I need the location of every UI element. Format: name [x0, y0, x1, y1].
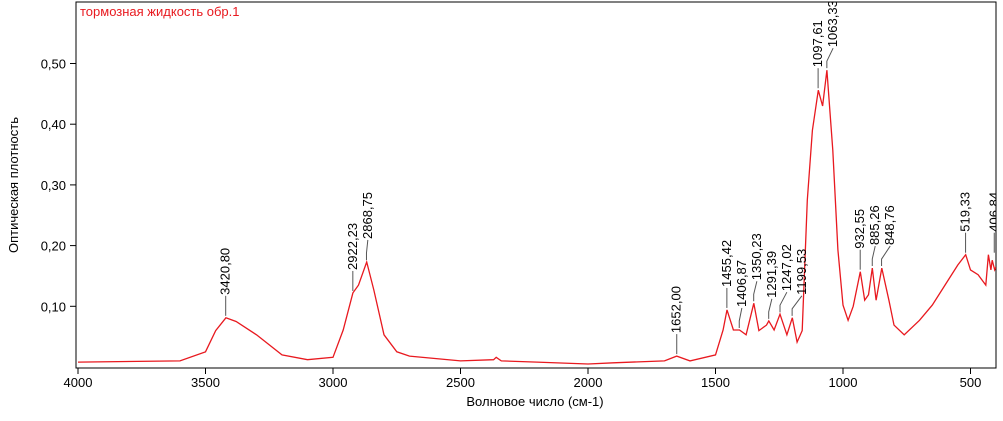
peak-marker	[779, 291, 788, 313]
y-axis-label: Оптическая плотность	[6, 117, 21, 253]
plot-frame	[75, 1, 997, 369]
x-tick-label: 2000	[574, 375, 603, 390]
peak-marker	[871, 245, 876, 267]
peak-label: 2922,23	[345, 223, 360, 270]
peak-label: 1097,61	[810, 20, 825, 67]
y-tick-label: 0,40	[41, 117, 66, 132]
y-tick-label: 0,50	[41, 57, 66, 72]
peak-label: 1350,23	[749, 233, 764, 280]
x-tick-label: 4000	[64, 375, 93, 390]
peak-marker	[826, 47, 834, 69]
y-tick-label: 0,10	[41, 299, 66, 314]
x-tick-label: 3500	[191, 375, 220, 390]
peak-label: 1247,02	[779, 244, 794, 291]
peak-label: 848,76	[882, 205, 897, 245]
peak-label: 406,84	[986, 192, 1001, 232]
peak-marker	[768, 298, 773, 319]
peak-label: 519,33	[958, 192, 973, 232]
x-tick-label: 3000	[319, 375, 348, 390]
peak-marker	[365, 239, 369, 260]
x-tick-label: 2500	[446, 375, 475, 390]
peak-label: 3420,80	[218, 248, 233, 295]
peak-marker	[753, 281, 758, 302]
peak-label: 885,26	[867, 205, 882, 245]
peak-label: 1406,87	[734, 260, 749, 307]
x-axis-label: Волновое число (см-1)	[466, 394, 603, 409]
peak-marker	[881, 245, 891, 267]
peak-marker	[738, 307, 743, 328]
x-tick-label: 1500	[701, 375, 730, 390]
peak-label: 2868,75	[360, 192, 375, 239]
y-tick-label: 0,20	[41, 239, 66, 254]
peak-label: 1063,33	[825, 0, 840, 47]
peak-label: 1291,39	[764, 251, 779, 298]
x-tick-label: 500	[960, 375, 982, 390]
peak-label: 1455,42	[719, 240, 734, 287]
peak-label: 1652,00	[669, 286, 684, 333]
spectrum-line	[77, 70, 996, 365]
peak-label: 1199,53	[794, 249, 809, 295]
chart-title: тормозная жидкость обр.1	[80, 4, 240, 19]
peak-label: 932,55	[852, 209, 867, 249]
x-tick-label: 1000	[829, 375, 858, 390]
peak-marker	[791, 295, 803, 316]
y-tick-label: 0,30	[41, 178, 66, 193]
